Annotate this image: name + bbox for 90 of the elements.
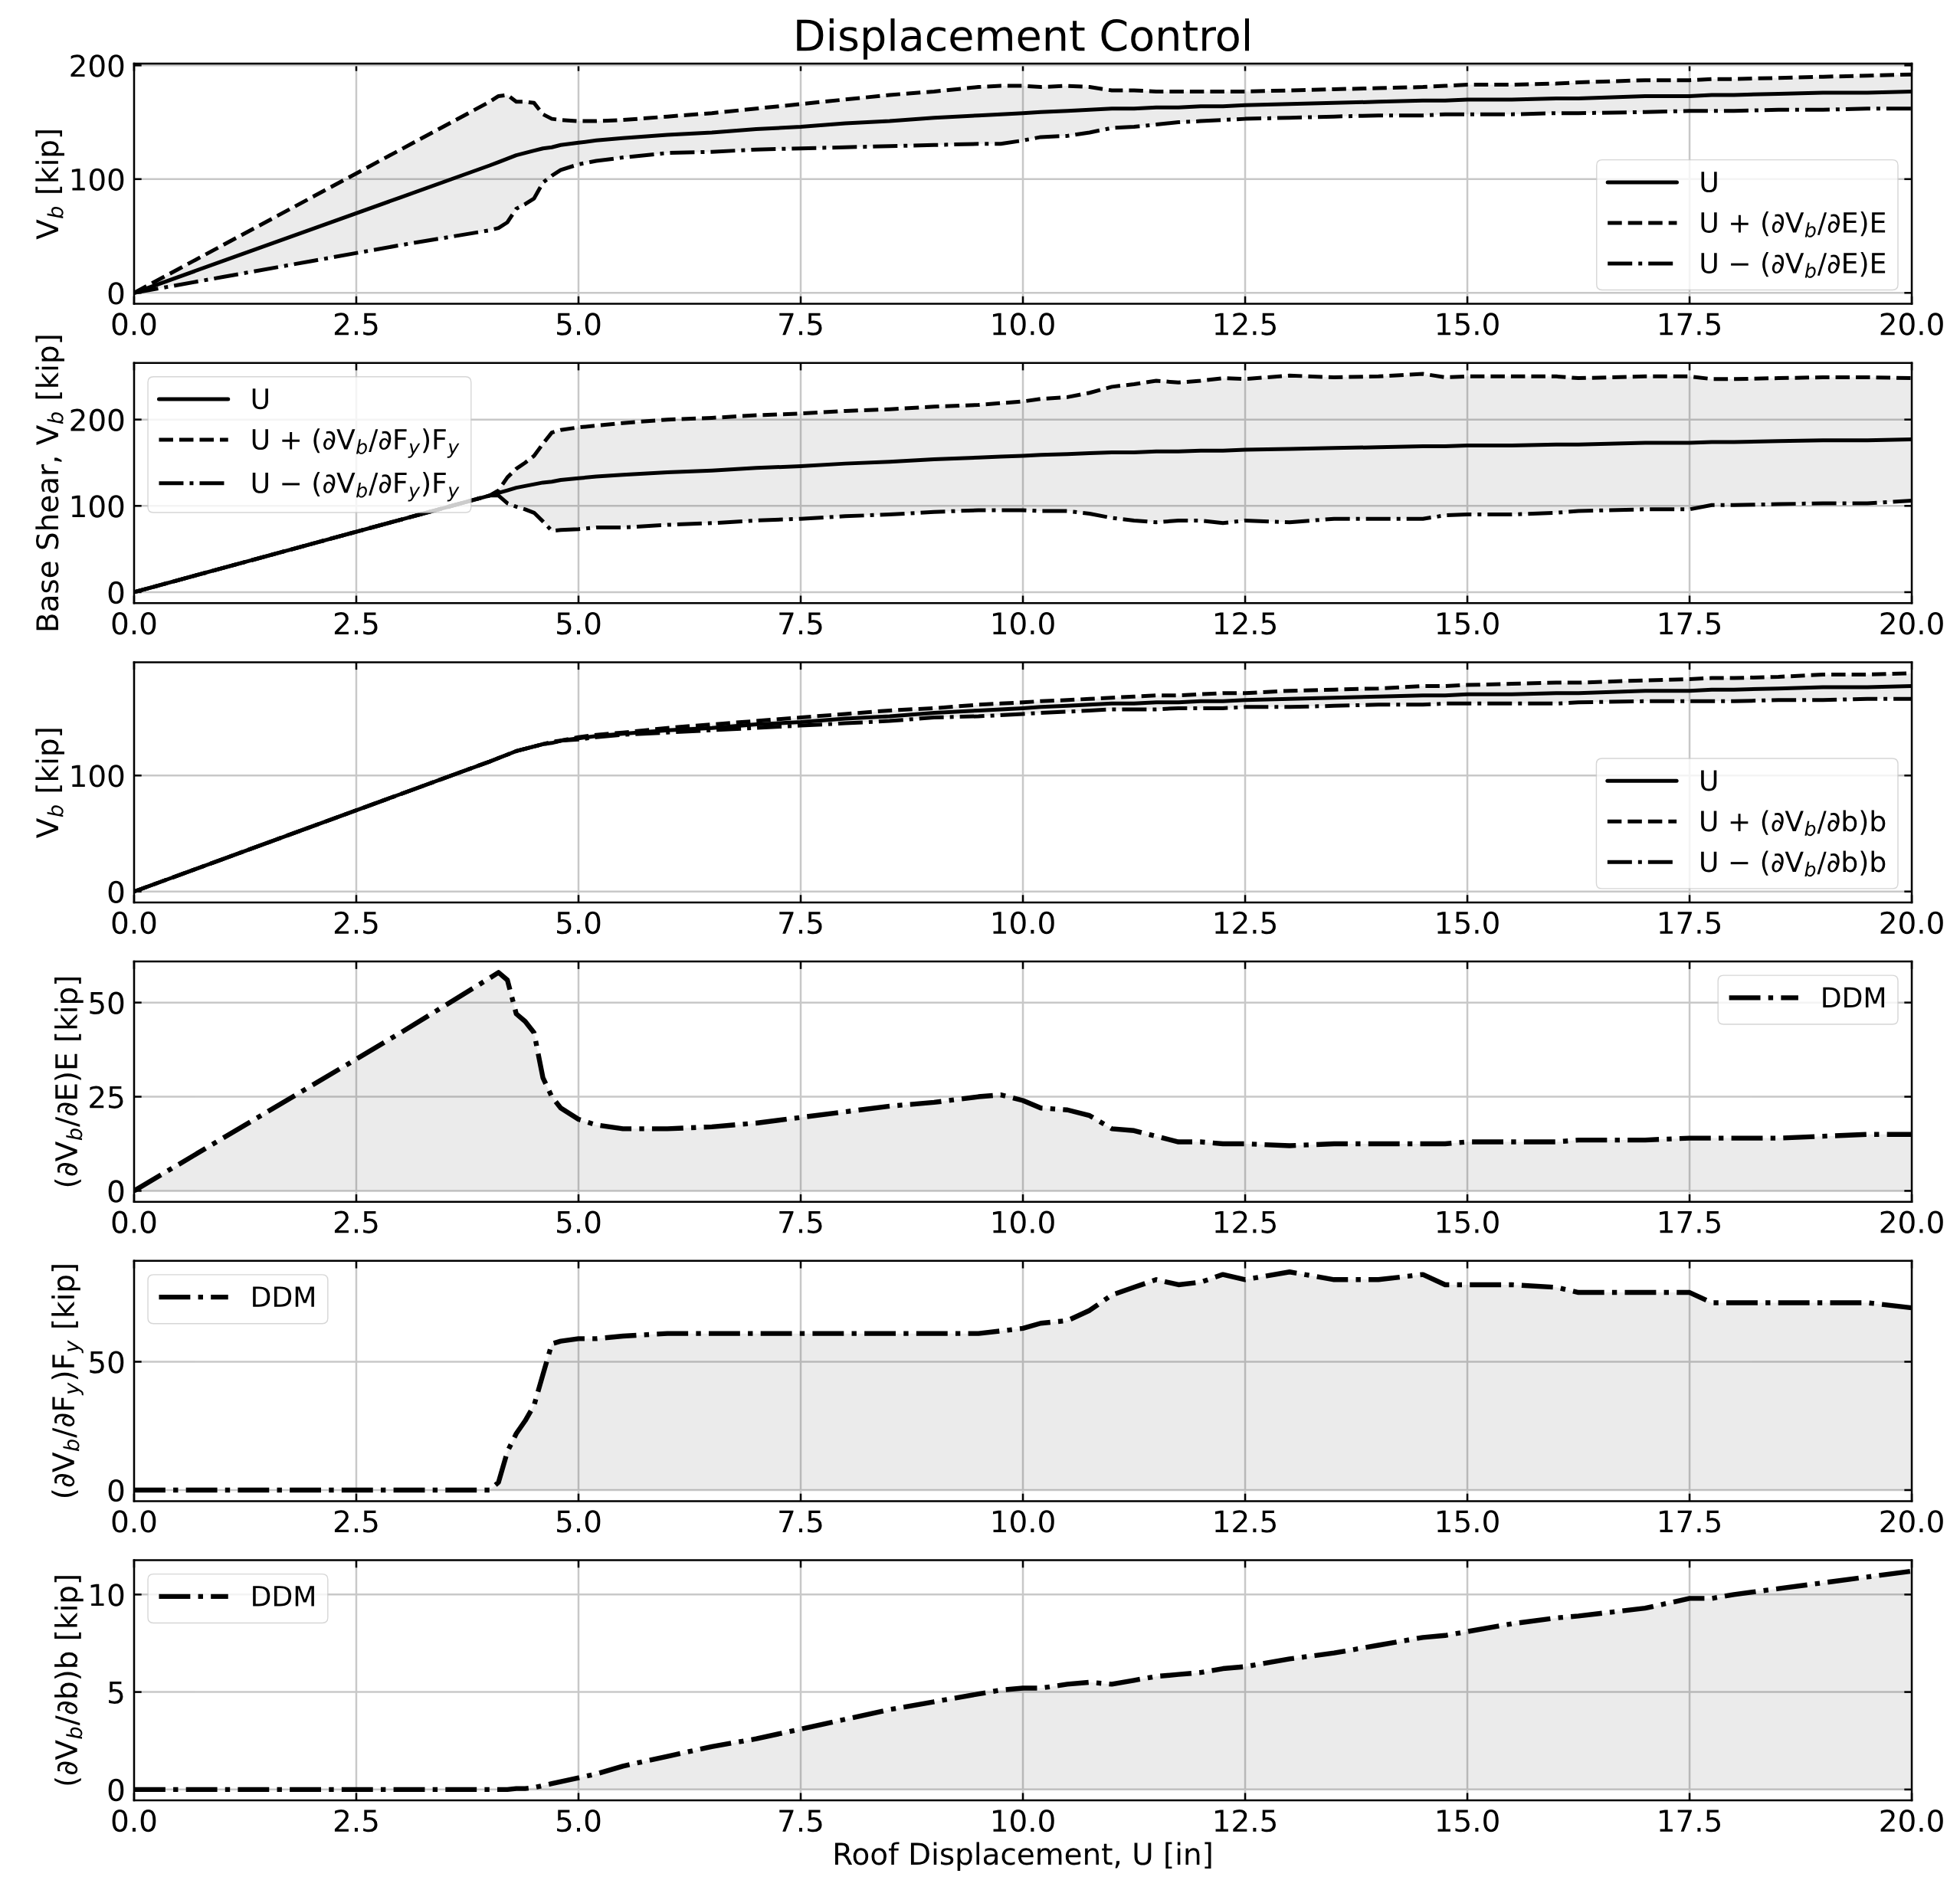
x-tick-label: 17.5 bbox=[1660, 1210, 1720, 1233]
x-tick-label: 15.0 bbox=[1437, 313, 1499, 336]
x-tick-label: 20.0 bbox=[1880, 612, 1943, 635]
y-tick-label: 0 bbox=[108, 282, 124, 305]
x-tick-label: 2.5 bbox=[334, 313, 378, 336]
legend-label: U − (∂V$_{b}$/∂E)E bbox=[1701, 252, 1886, 278]
y-tick-label: 0 bbox=[108, 880, 124, 904]
y-tick-label: 50 bbox=[90, 991, 124, 1015]
y-axis-title: (∂V$_{b}$/∂E)E [kip] bbox=[54, 978, 84, 1187]
x-tick-label: 10.0 bbox=[993, 911, 1054, 935]
x-tick-label: 10.0 bbox=[993, 1510, 1054, 1533]
x-tick-label: 12.5 bbox=[1215, 612, 1276, 635]
x-tick-label: 20.0 bbox=[1880, 313, 1943, 336]
x-tick-label: 5.0 bbox=[557, 313, 601, 336]
x-tick-label: 7.5 bbox=[779, 1210, 822, 1233]
x-tick-label: 5.0 bbox=[557, 612, 601, 635]
legend-label: U + (∂V$_{b}$/∂F$_{y}$)F$_{y}$ bbox=[252, 428, 460, 458]
legend-label: U + (∂V$_{b}$/∂E)E bbox=[1701, 211, 1886, 237]
legend-label: DDM bbox=[253, 1586, 314, 1607]
x-tick-label: 0.0 bbox=[112, 1210, 156, 1233]
y-axis-title: V$_{b}$ [kip] bbox=[35, 130, 64, 240]
chart-title: Displacement Control bbox=[797, 18, 1249, 60]
x-tick-label: 5.0 bbox=[557, 911, 601, 935]
y-tick-label: 0 bbox=[108, 581, 124, 604]
x-tick-label: 20.0 bbox=[1880, 911, 1943, 935]
x-tick-label: 20.0 bbox=[1880, 1510, 1943, 1533]
y-tick-label: 100 bbox=[71, 765, 124, 788]
x-tick-label: 2.5 bbox=[334, 1510, 378, 1533]
x-tick-label: 0.0 bbox=[112, 911, 156, 935]
x-tick-label: 10.0 bbox=[993, 612, 1054, 635]
x-tick-label: 15.0 bbox=[1437, 1809, 1499, 1833]
y-tick-label: 100 bbox=[71, 168, 124, 192]
x-tick-label: 17.5 bbox=[1660, 1810, 1720, 1833]
x-tick-label: 7.5 bbox=[779, 1810, 822, 1833]
legend-label: DDM bbox=[1823, 987, 1885, 1008]
x-tick-label: 17.5 bbox=[1660, 912, 1720, 935]
legend-label: U − (∂V$_{b}$/∂F$_{y}$)F$_{y}$ bbox=[252, 471, 460, 502]
x-tick-label: 12.5 bbox=[1215, 911, 1276, 935]
y-tick-label: 0 bbox=[108, 1778, 124, 1802]
x-tick-label: 7.5 bbox=[779, 912, 822, 935]
y-tick-label: 25 bbox=[90, 1086, 123, 1109]
y-tick-label: 10 bbox=[90, 1584, 124, 1607]
x-tick-label: 12.5 bbox=[1215, 1510, 1276, 1533]
y-tick-label: 50 bbox=[90, 1351, 124, 1374]
y-axis-title: V$_{b}$ [kip] bbox=[35, 729, 64, 838]
x-tick-label: 2.5 bbox=[334, 612, 378, 635]
x-tick-label: 5.0 bbox=[557, 1210, 601, 1233]
x-tick-label: 2.5 bbox=[334, 911, 378, 935]
y-tick-label: 0 bbox=[108, 1180, 124, 1203]
x-tick-label: 12.5 bbox=[1215, 1210, 1276, 1233]
legend-label: U + (∂V$_{b}$/∂b)b bbox=[1701, 810, 1886, 837]
y-axis-title: (∂V$_{b}$/∂b)b [kip] bbox=[54, 1576, 84, 1785]
x-tick-label: 0.0 bbox=[112, 612, 156, 635]
y-tick-label: 200 bbox=[70, 408, 124, 432]
x-tick-label: 7.5 bbox=[779, 313, 822, 336]
x-tick-label: 15.0 bbox=[1437, 612, 1499, 635]
x-tick-label: 17.5 bbox=[1660, 1510, 1720, 1533]
x-tick-label: 20.0 bbox=[1880, 1210, 1943, 1233]
x-tick-label: 10.0 bbox=[993, 1210, 1054, 1233]
legend-label: U bbox=[1701, 172, 1717, 193]
y-axis-title: Base Shear, V$_{b}$ [kip] bbox=[35, 336, 64, 631]
y-tick-label: 0 bbox=[108, 1479, 124, 1502]
legend-label: U bbox=[252, 388, 268, 410]
x-tick-label: 5.0 bbox=[557, 1510, 601, 1533]
x-tick-label: 10.0 bbox=[993, 1809, 1054, 1833]
x-tick-label: 17.5 bbox=[1660, 612, 1720, 635]
legend-label: U − (∂V$_{b}$/∂b)b bbox=[1701, 850, 1886, 877]
y-tick-label: 5 bbox=[109, 1682, 123, 1704]
legend-label: U bbox=[1701, 770, 1717, 791]
x-tick-label: 0.0 bbox=[112, 313, 156, 336]
x-tick-label: 7.5 bbox=[779, 1510, 822, 1533]
x-tick-label: 2.5 bbox=[334, 1809, 378, 1833]
x-tick-label: 0.0 bbox=[112, 1510, 156, 1533]
x-tick-label: 10.0 bbox=[993, 313, 1054, 336]
x-tick-label: 12.5 bbox=[1215, 313, 1276, 336]
x-axis-title: Roof Displacement, U [in] bbox=[835, 1842, 1211, 1872]
x-tick-label: 20.0 bbox=[1880, 1809, 1943, 1833]
x-tick-label: 15.0 bbox=[1437, 1210, 1499, 1233]
x-tick-label: 0.0 bbox=[112, 1809, 156, 1833]
y-axis-title: (∂V$_{b}$/∂F$_{y}$)F$_{y}$ [kip] bbox=[51, 1265, 84, 1498]
y-tick-label: 100 bbox=[71, 495, 124, 518]
x-tick-label: 7.5 bbox=[779, 612, 822, 635]
y-tick-label: 200 bbox=[70, 54, 124, 77]
x-tick-label: 15.0 bbox=[1437, 1510, 1499, 1533]
x-tick-label: 15.0 bbox=[1437, 911, 1499, 935]
x-tick-label: 17.5 bbox=[1660, 313, 1720, 336]
x-tick-label: 2.5 bbox=[334, 1210, 378, 1233]
x-tick-label: 12.5 bbox=[1215, 1809, 1276, 1833]
legend-label: DDM bbox=[253, 1286, 314, 1307]
x-tick-label: 5.0 bbox=[557, 1809, 601, 1833]
